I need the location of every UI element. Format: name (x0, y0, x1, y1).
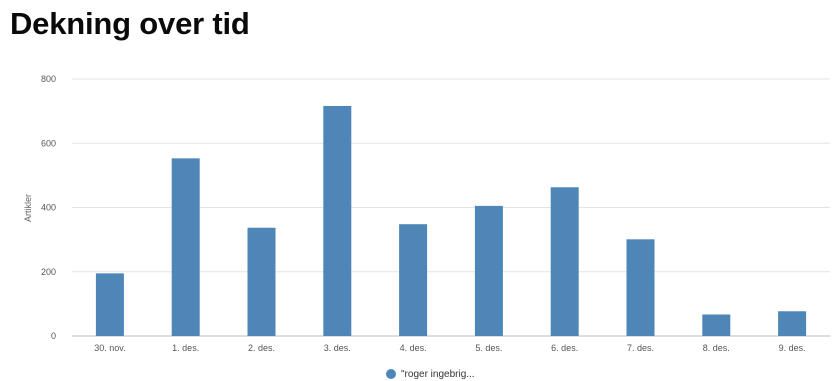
x-tick-label: 3. des. (324, 343, 351, 353)
bar-0[interactable] (95, 273, 124, 336)
legend[interactable]: "roger ingebrig... (386, 369, 475, 380)
x-tick-label: 6. des. (551, 343, 578, 353)
y-axis-ticks: 0 200 400 600 800 (41, 74, 56, 341)
page-title: Dekning over tid (10, 6, 250, 41)
x-tick-label: 2. des. (248, 343, 275, 353)
x-tick-label: 5. des. (475, 343, 502, 353)
bar-4[interactable] (399, 224, 428, 336)
bars (95, 105, 807, 336)
bar-7[interactable] (626, 239, 655, 336)
x-tick-label: 4. des. (400, 343, 427, 353)
bar-5[interactable] (474, 205, 503, 336)
x-tick-label: 9. des. (779, 343, 806, 353)
bar-8[interactable] (702, 314, 731, 336)
y-tick-label: 400 (41, 203, 56, 213)
bar-1[interactable] (171, 158, 200, 336)
x-tick-label: 7. des. (627, 343, 654, 353)
x-tick-label: 8. des. (703, 343, 730, 353)
legend-label: "roger ingebrig... (401, 369, 475, 380)
bar-6[interactable] (550, 187, 579, 336)
bar-2[interactable] (247, 227, 276, 336)
y-axis-title: Artikler (23, 194, 33, 222)
y-tick-label: 800 (41, 74, 56, 84)
bar-9[interactable] (778, 311, 807, 336)
y-tick-label: 200 (41, 267, 56, 277)
x-axis-labels: 30. nov. 1. des. 2. des. 3. des. 4. des. 5. d… (94, 343, 805, 353)
y-tick-label: 0 (51, 331, 56, 341)
y-tick-label: 600 (41, 138, 56, 148)
x-tick-label: 30. nov. (94, 343, 125, 353)
legend-marker (386, 369, 396, 379)
x-tick-label: 1. des. (172, 343, 199, 353)
bar-3[interactable] (323, 105, 352, 336)
